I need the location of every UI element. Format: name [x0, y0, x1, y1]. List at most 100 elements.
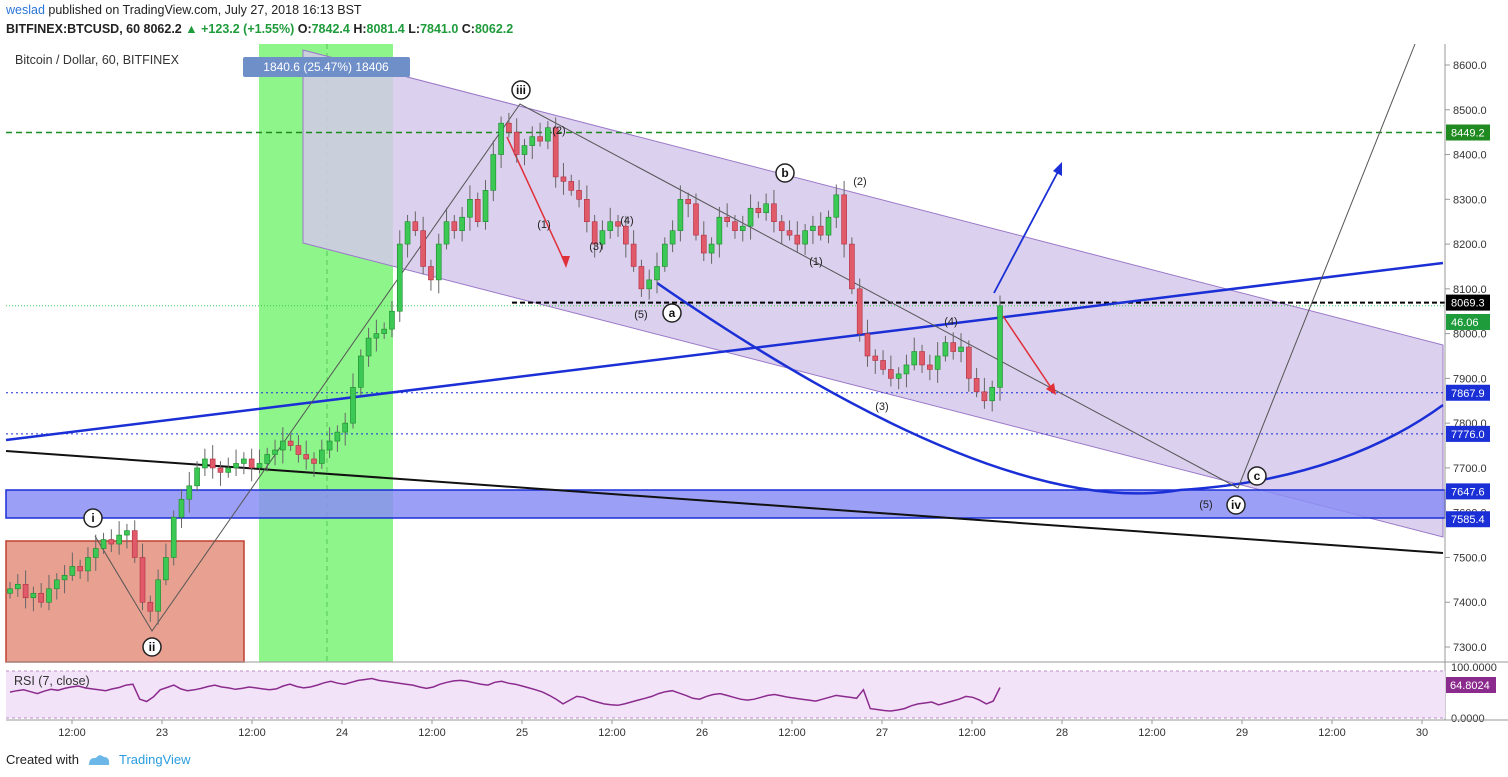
publisher-line: weslad published on TradingView.com, Jul…	[6, 3, 362, 17]
wave-label-ii: ii	[149, 640, 156, 654]
candle-body	[568, 181, 575, 191]
price-tick-label: 7300.0	[1453, 642, 1487, 654]
candles	[7, 112, 1003, 625]
horizontal-levels	[6, 131, 1445, 435]
candle-body	[116, 534, 122, 545]
candle-body	[942, 342, 949, 357]
candle-body	[404, 221, 411, 245]
candle-body	[61, 575, 68, 581]
candle-body	[599, 230, 606, 245]
candle-body	[591, 221, 598, 245]
candle-body	[7, 588, 13, 594]
candle-body	[677, 199, 684, 231]
candle-body	[178, 498, 185, 518]
candle-body	[443, 221, 450, 245]
candle-body	[170, 516, 177, 558]
candle-body	[498, 122, 504, 155]
candle-body	[38, 592, 44, 603]
candle-body	[537, 136, 543, 142]
candle-body	[545, 127, 551, 142]
price-tick-label: 7400.0	[1453, 597, 1487, 609]
candle-body	[693, 203, 699, 236]
candle-body	[817, 225, 824, 236]
candle-body	[459, 216, 465, 231]
low-label: L:	[408, 22, 421, 36]
price-tick-label: 7700.0	[1453, 463, 1487, 475]
sub-wave-label: (4)	[620, 215, 633, 227]
wave-label-a-marker	[662, 303, 682, 323]
red-arrowhead-2	[1046, 383, 1056, 395]
price-badge	[1446, 124, 1490, 141]
candle-body	[856, 288, 863, 334]
candle-body	[716, 216, 723, 245]
candle-body	[552, 127, 559, 178]
candle-body	[786, 230, 793, 236]
rsi-line	[9, 677, 1001, 712]
price-badge-label: 7647.6	[1451, 486, 1485, 498]
candle-body	[615, 221, 621, 227]
candle-body	[490, 154, 497, 191]
candle-body	[950, 342, 957, 352]
wave-label-ii-marker	[142, 637, 162, 657]
candle-body	[778, 221, 785, 231]
candle-body	[669, 230, 676, 245]
price-tick-label: 8400.0	[1453, 150, 1487, 162]
candle-body	[241, 458, 247, 464]
time-tick-label: 27	[876, 727, 888, 739]
candle-body	[124, 530, 130, 536]
candle-body	[981, 391, 988, 402]
candle-body	[872, 355, 879, 361]
candle-body	[287, 440, 294, 446]
price-badge-label: 8069.3	[1451, 298, 1485, 310]
candle-body	[311, 458, 317, 464]
candle-body	[435, 243, 442, 281]
candle-body	[155, 579, 161, 612]
price-axis[interactable]: 8600.0 8500.0 8400.0 8300.0 8200.0 8100.0 8000…	[1445, 60, 1487, 654]
candle-body	[342, 422, 348, 433]
candle-body	[810, 225, 816, 231]
candle-body	[319, 449, 325, 464]
red-arrowhead-1	[561, 256, 570, 268]
price-badge	[1446, 294, 1490, 311]
descending-channel	[302, 49, 1444, 538]
candle-body	[272, 449, 278, 455]
sub-wave-label: (5)	[1199, 499, 1212, 511]
candle-body	[864, 333, 871, 357]
candle-body	[474, 199, 481, 222]
candle-body	[630, 243, 637, 267]
price-tick-label: 7900.0	[1453, 373, 1487, 385]
candle-body	[638, 266, 645, 290]
wave-label-b: b	[781, 166, 788, 180]
candle-body	[194, 467, 200, 487]
candle-body	[825, 216, 832, 236]
sub-wave-label: (1)	[809, 256, 822, 268]
publisher-username[interactable]: weslad	[6, 3, 45, 17]
time-axis[interactable]: 12:00 23 12:00 24 12:00 25 12:00 26 12:00 27 12:00…	[58, 720, 1428, 739]
candle-body	[927, 364, 933, 370]
chart-title: Bitcoin / Dollar, 60, BITFINEX	[15, 53, 179, 67]
candle-body	[256, 463, 263, 469]
candle-body	[888, 369, 894, 379]
sub-wave-label: (2)	[552, 125, 565, 137]
time-tick-label: 12:00	[598, 727, 626, 739]
created-with-text: Created with	[6, 752, 79, 767]
measure-box	[243, 57, 410, 77]
time-tick-label: 25	[516, 727, 528, 739]
price-tick-label: 8600.0	[1453, 60, 1487, 72]
close-value: 8062.2	[474, 22, 514, 36]
candle-body	[997, 305, 1003, 388]
close-label: C:	[461, 22, 475, 36]
time-tick-label: 24	[336, 727, 348, 739]
price-tick-label: 8500.0	[1453, 105, 1487, 117]
published-text: published on TradingView.com, July 27, 2…	[44, 3, 362, 17]
candle-body	[108, 539, 115, 545]
candle-body	[69, 566, 76, 576]
candle-body	[623, 225, 629, 245]
candle-body	[326, 440, 333, 451]
tradingview-brand[interactable]: TradingView	[118, 752, 191, 767]
price-badge-label: 7585.4	[1451, 514, 1485, 526]
measure-label: 1840.6 (25.47%) 18406	[263, 60, 389, 74]
price-tick-label: 8300.0	[1453, 194, 1487, 206]
change-value: +123.2 (+1.55%)	[201, 22, 295, 36]
